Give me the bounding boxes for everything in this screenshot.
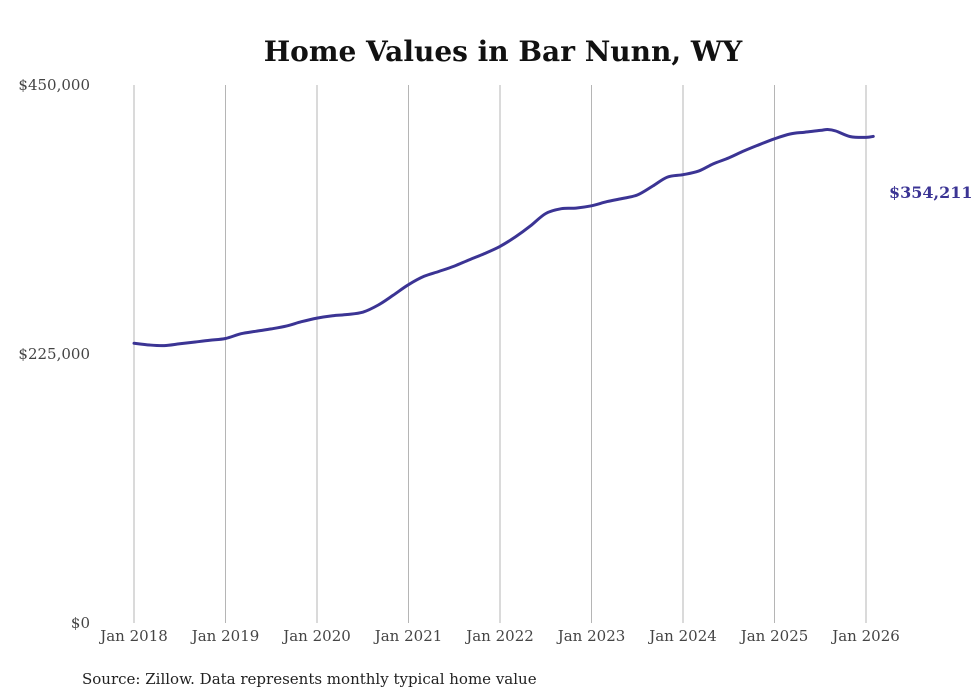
latest-value-label: $354,211 [889, 183, 973, 202]
source-note: Source: Zillow. Data represents monthly … [82, 670, 537, 688]
home-value-line [132, 127, 875, 348]
y-tick-label-1: $225,000 [18, 345, 90, 363]
y-axis-ticks: $0 $225,000 $450,000 [18, 76, 90, 632]
y-tick-label-0: $0 [71, 614, 90, 632]
x-tick-label-6: Jan 2024 [647, 627, 717, 645]
x-axis-ticks: Jan 2018 Jan 2019 Jan 2020 Jan 2021 Jan 2022… [98, 627, 900, 645]
x-tick-label-8: Jan 2026 [830, 627, 900, 645]
y-tick-label-2: $450,000 [18, 76, 90, 94]
x-tick-label-7: Jan 2025 [739, 627, 809, 645]
x-tick-label-4: Jan 2022 [464, 627, 534, 645]
x-tick-label-1: Jan 2019 [190, 627, 260, 645]
x-tick-label-2: Jan 2020 [281, 627, 351, 645]
x-tick-label-0: Jan 2018 [98, 627, 168, 645]
chart-title: Home Values in Bar Nunn, WY [264, 35, 744, 68]
x-tick-label-5: Jan 2023 [556, 627, 626, 645]
gridlines [133, 85, 867, 623]
x-tick-label-3: Jan 2021 [373, 627, 443, 645]
